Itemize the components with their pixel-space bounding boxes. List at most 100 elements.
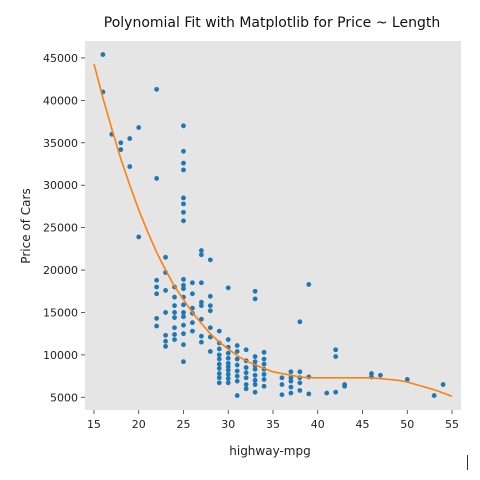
y-tick-label: 20000 [43,264,78,277]
data-point [207,257,213,263]
data-point [154,291,160,297]
data-point [333,354,339,359]
data-point [234,356,240,362]
data-point [288,375,294,381]
x-tick-label: 15 [87,418,101,431]
data-point [261,361,267,367]
data-point [252,382,258,387]
data-point [225,380,231,386]
data-point [154,284,160,290]
chart-title: Polynomial Fit with Matplotlib for Price… [104,15,440,31]
data-point [190,291,195,297]
data-point [252,377,258,383]
data-point [172,294,177,300]
data-point [288,378,294,384]
data-point [297,369,303,375]
data-point [225,360,231,366]
data-point [181,218,186,224]
data-point [225,285,231,291]
data-point [297,380,303,386]
data-point [342,383,348,389]
data-point [154,277,160,283]
x-tick-label: 30 [221,418,235,431]
data-point [297,388,303,393]
y-tick-label: 35000 [43,137,78,150]
data-point [163,332,168,338]
data-point [216,375,222,381]
data-point [252,354,258,359]
data-point [181,310,186,315]
data-point [216,366,222,371]
data-point [333,347,339,353]
data-point [127,164,133,169]
data-point [154,176,160,181]
data-point [172,310,177,315]
data-point [279,382,285,387]
data-point [190,320,195,326]
y-tick-label: 15000 [43,306,78,319]
data-point [225,367,231,373]
data-point [216,346,222,352]
data-point [154,315,160,321]
data-point [234,373,240,379]
data-point [431,393,437,398]
data-point [198,280,204,286]
data-point [216,352,222,358]
data-point [181,302,186,308]
data-point [216,380,222,386]
data-point [288,369,294,375]
data-point [243,375,249,381]
plot-area [85,41,461,410]
data-point [198,316,204,322]
text-cursor [467,455,468,470]
data-point [136,125,142,130]
data-point [127,136,133,141]
data-point [279,375,285,381]
data-point [225,350,231,356]
data-point [252,296,258,302]
data-point [225,376,231,382]
y-tick-label: 45000 [43,52,78,65]
data-point [243,382,249,387]
data-point [207,293,213,299]
data-point [297,319,303,325]
data-point [225,355,231,361]
data-point [261,377,267,382]
data-point [306,391,312,397]
x-tick-label: 25 [176,418,190,431]
y-tick-label: 30000 [43,179,78,192]
y-tick-label: 5000 [50,391,78,404]
data-point [252,372,258,378]
data-point [252,366,258,372]
y-tick-label: 10000 [43,349,78,362]
x-tick-label: 35 [266,418,280,431]
data-point [234,343,240,348]
data-point [234,349,240,354]
data-point [440,382,446,387]
data-point [198,333,204,339]
data-point [207,308,213,314]
data-point [216,361,222,367]
data-point [198,339,204,345]
data-point [243,386,249,392]
data-point [234,378,240,384]
y-axis: 5000 10000 15000 20000 25000 30000 35000 40000 4… [43,52,85,404]
data-point [181,148,186,154]
data-point [252,359,258,365]
x-tick-label: 40 [311,418,325,431]
data-point [181,286,186,292]
data-point [181,167,186,173]
data-point [181,359,186,365]
data-point [172,332,177,337]
data-point [163,254,168,260]
data-point [198,299,204,305]
data-point [225,371,231,377]
data-point [181,201,186,207]
data-point [216,356,222,362]
data-point [163,338,168,344]
y-tick-label: 40000 [43,94,78,107]
data-point [288,384,294,390]
x-tick-label: 45 [356,418,370,431]
x-axis-label: highway-mpg [229,444,310,458]
